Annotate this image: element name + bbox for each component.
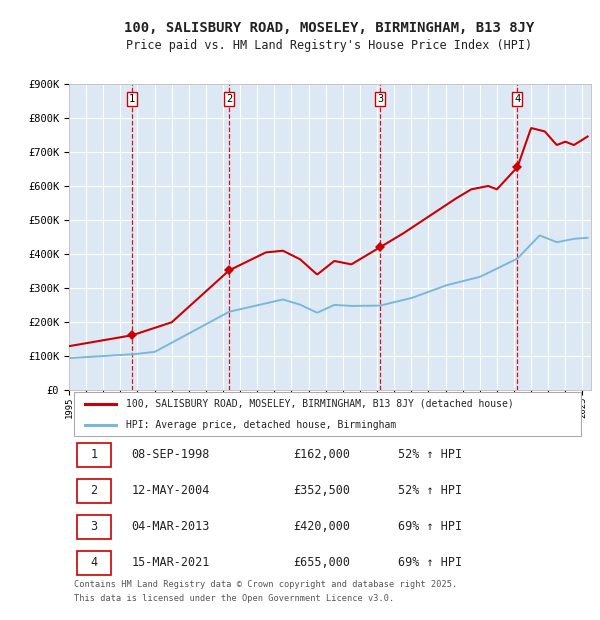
Text: 15-MAR-2021: 15-MAR-2021 [131, 556, 210, 569]
FancyBboxPatch shape [77, 551, 111, 575]
Text: 2: 2 [91, 484, 98, 497]
Text: 69% ↑ HPI: 69% ↑ HPI [398, 556, 462, 569]
Text: 3: 3 [91, 520, 98, 533]
FancyBboxPatch shape [74, 392, 581, 436]
Text: 100, SALISBURY ROAD, MOSELEY, BIRMINGHAM, B13 8JY (detached house): 100, SALISBURY ROAD, MOSELEY, BIRMINGHAM… [127, 399, 514, 409]
Text: 100, SALISBURY ROAD, MOSELEY, BIRMINGHAM, B13 8JY: 100, SALISBURY ROAD, MOSELEY, BIRMINGHAM… [124, 21, 534, 35]
Text: 52% ↑ HPI: 52% ↑ HPI [398, 484, 462, 497]
Text: £352,500: £352,500 [293, 484, 350, 497]
FancyBboxPatch shape [77, 443, 111, 467]
Text: 1: 1 [129, 94, 135, 104]
FancyBboxPatch shape [77, 515, 111, 539]
Text: 12-MAY-2004: 12-MAY-2004 [131, 484, 210, 497]
Text: HPI: Average price, detached house, Birmingham: HPI: Average price, detached house, Birm… [127, 420, 397, 430]
Text: 3: 3 [377, 94, 383, 104]
FancyBboxPatch shape [77, 479, 111, 503]
Text: 04-MAR-2013: 04-MAR-2013 [131, 520, 210, 533]
Text: Contains HM Land Registry data © Crown copyright and database right 2025.: Contains HM Land Registry data © Crown c… [74, 580, 457, 589]
Text: 52% ↑ HPI: 52% ↑ HPI [398, 448, 462, 461]
Text: 4: 4 [514, 94, 521, 104]
Text: £162,000: £162,000 [293, 448, 350, 461]
Text: 2: 2 [226, 94, 232, 104]
Text: 4: 4 [91, 556, 98, 569]
Text: Price paid vs. HM Land Registry's House Price Index (HPI): Price paid vs. HM Land Registry's House … [126, 40, 532, 52]
Text: This data is licensed under the Open Government Licence v3.0.: This data is licensed under the Open Gov… [74, 594, 394, 603]
Text: 08-SEP-1998: 08-SEP-1998 [131, 448, 210, 461]
Text: £655,000: £655,000 [293, 556, 350, 569]
Text: 69% ↑ HPI: 69% ↑ HPI [398, 520, 462, 533]
Text: 1: 1 [91, 448, 98, 461]
Text: £420,000: £420,000 [293, 520, 350, 533]
